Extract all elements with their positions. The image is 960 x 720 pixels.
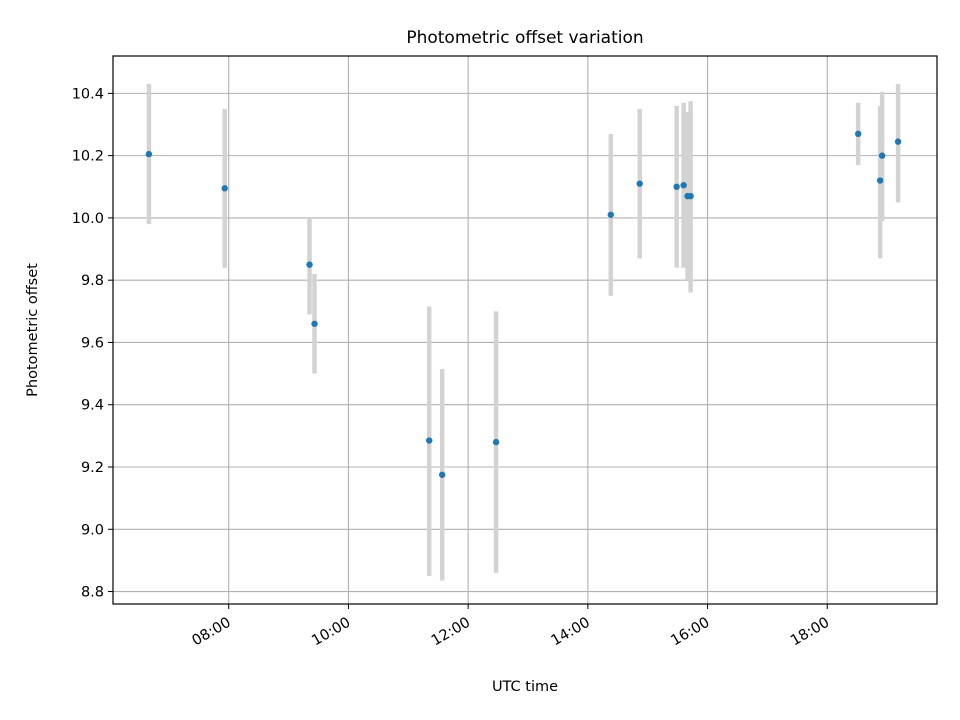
data-point	[673, 183, 680, 190]
y-axis-label: Photometric offset	[25, 263, 41, 397]
y-tick-label: 10.0	[72, 211, 104, 227]
data-point	[311, 320, 318, 327]
chart-title: Photometric offset variation	[406, 28, 643, 48]
data-point	[680, 182, 687, 189]
data-point	[145, 150, 153, 158]
data-point	[426, 437, 433, 444]
data-points	[145, 130, 902, 478]
data-point	[306, 261, 313, 268]
data-point	[878, 152, 886, 159]
data-point	[607, 211, 614, 218]
y-tick-label: 9.8	[81, 273, 104, 289]
data-point	[492, 438, 500, 446]
y-tick-label: 9.4	[81, 398, 104, 414]
y-tick-label: 9.0	[81, 522, 104, 538]
y-tick-label: 10.4	[72, 86, 104, 102]
data-point	[439, 471, 446, 478]
data-point	[636, 180, 643, 187]
y-tick-label: 8.8	[81, 585, 104, 601]
x-axis-label: UTC time	[492, 679, 558, 695]
data-point	[687, 192, 694, 200]
y-tick-label: 9.6	[81, 335, 104, 351]
data-point	[876, 177, 884, 184]
data-point	[894, 138, 902, 145]
y-tick-label: 9.2	[81, 460, 104, 476]
data-point	[854, 130, 862, 138]
plot-frame	[112, 55, 938, 605]
data-point	[221, 185, 228, 192]
grid	[113, 56, 937, 604]
y-tick-label: 10.2	[72, 149, 104, 165]
